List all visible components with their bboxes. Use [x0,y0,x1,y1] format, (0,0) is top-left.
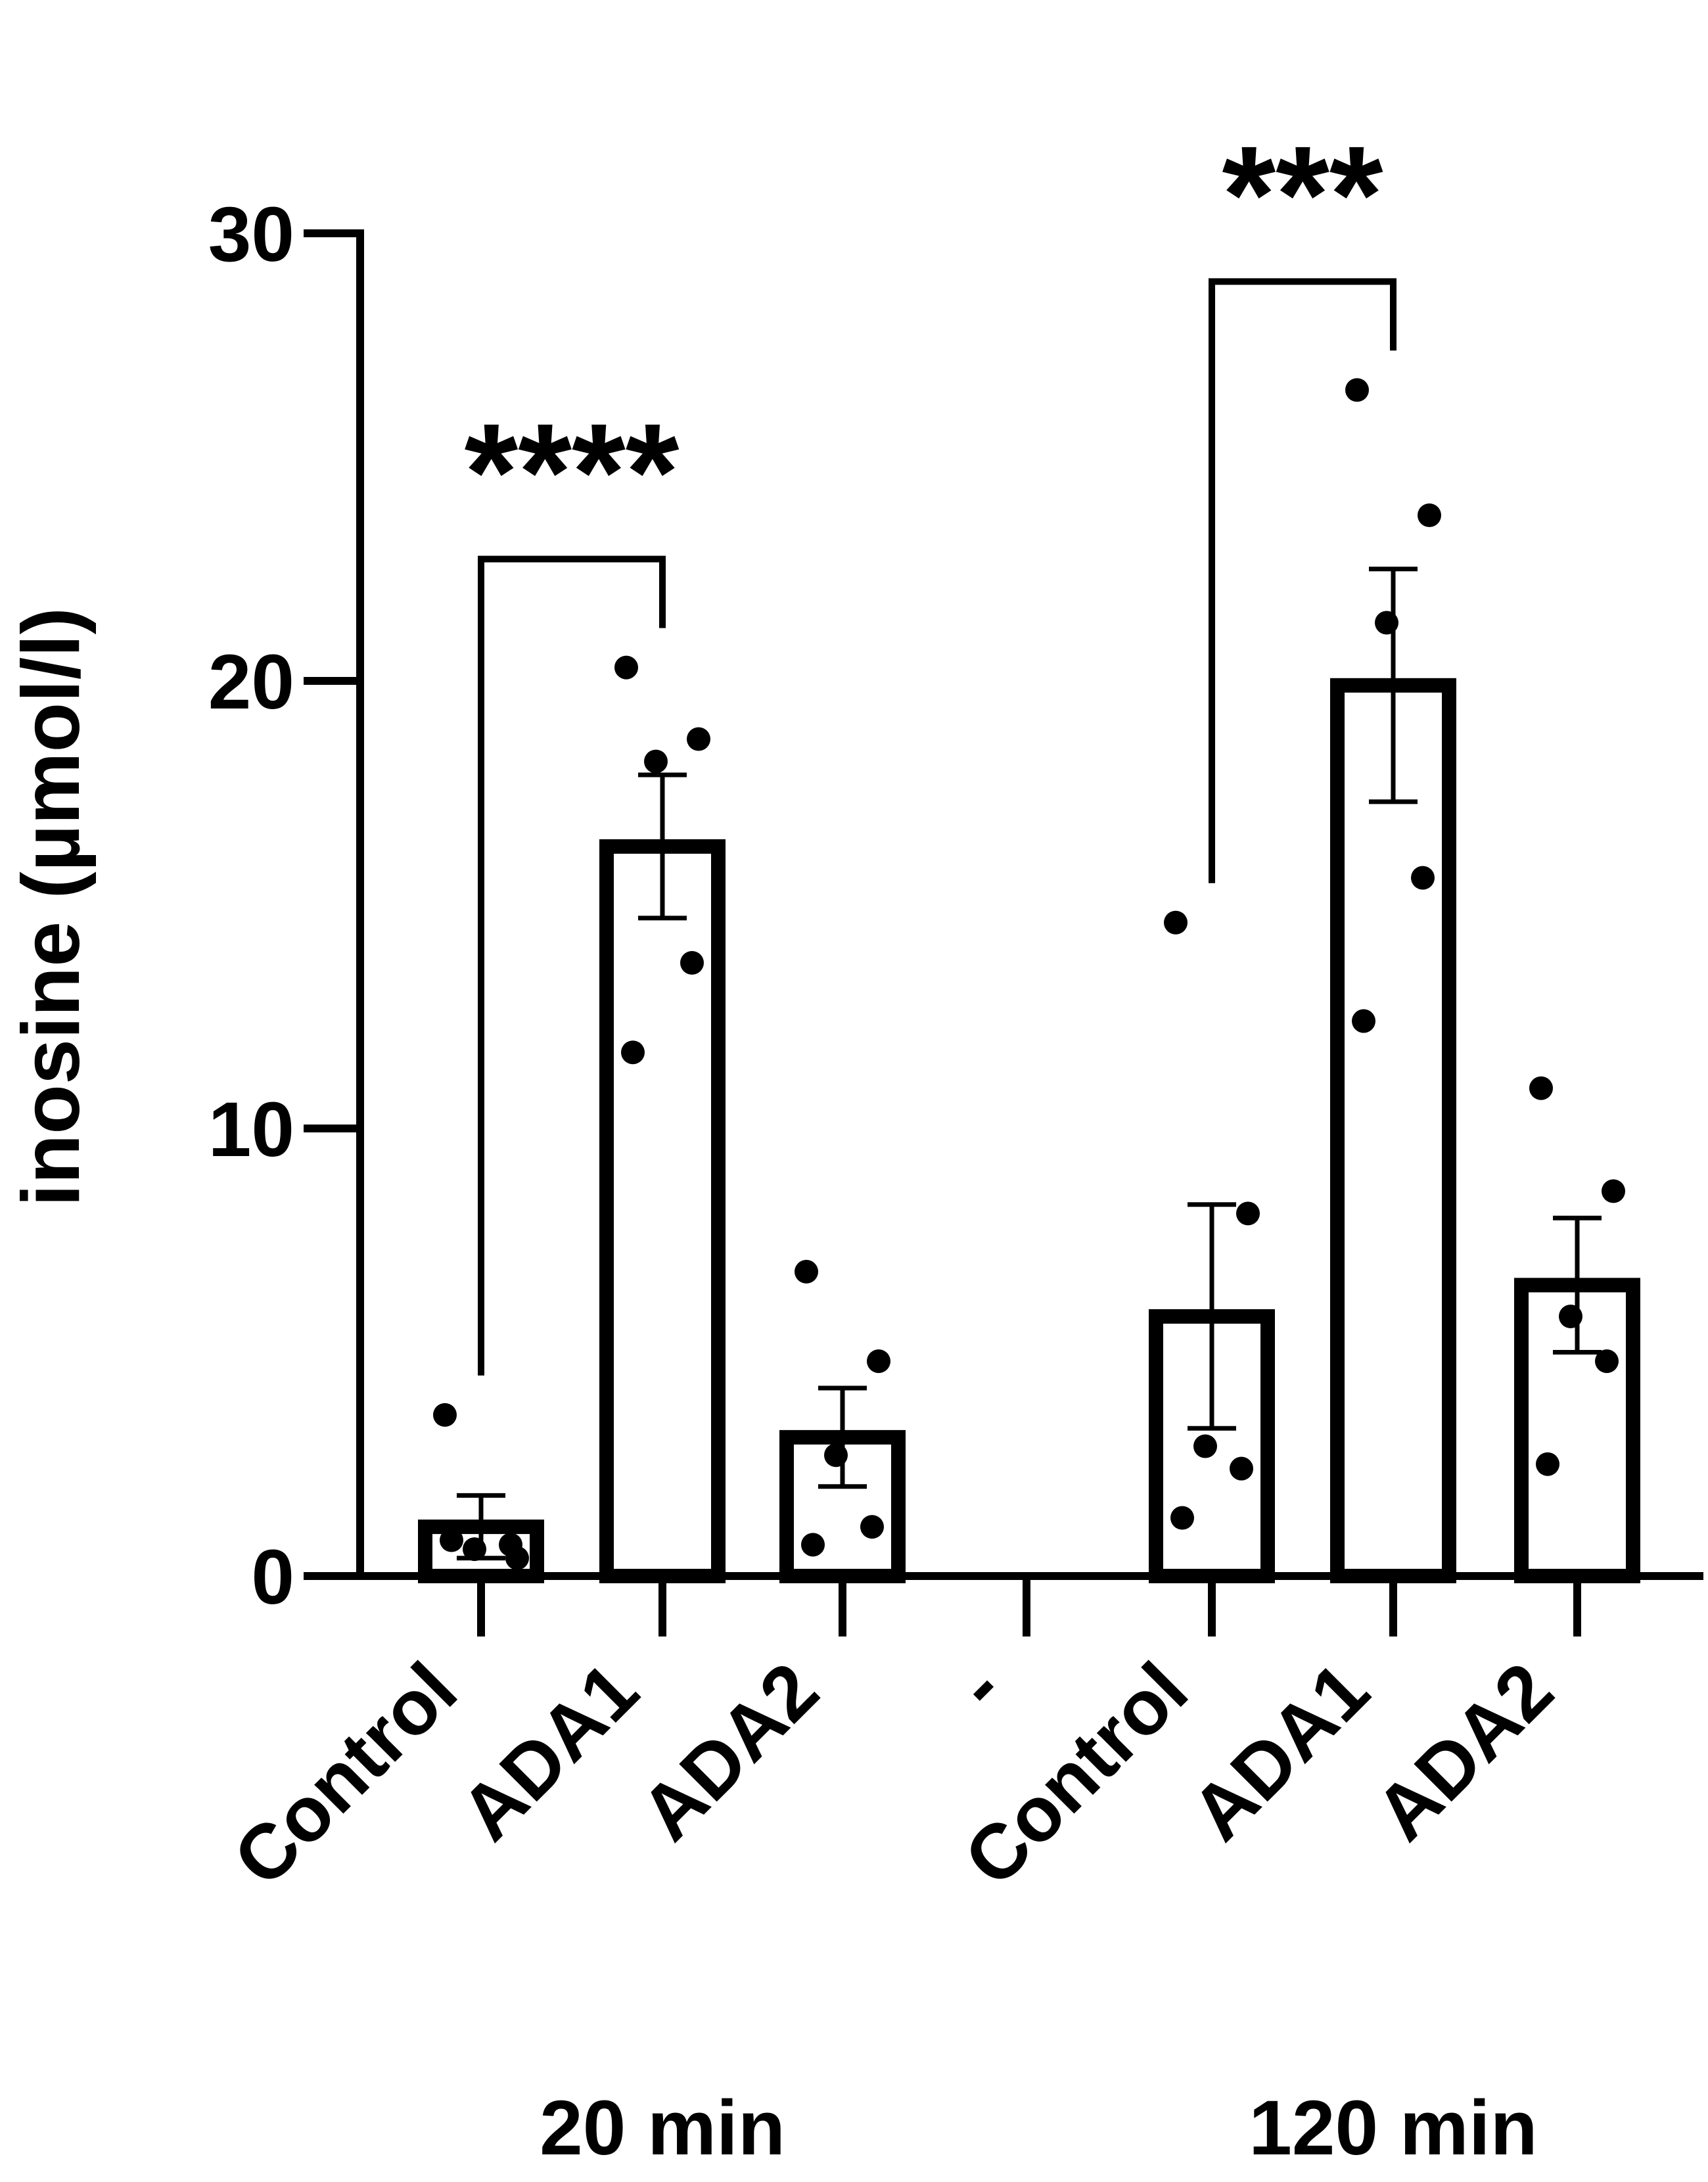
data-point [687,727,710,751]
x-ticks [477,1576,1581,1636]
data-point [499,1533,522,1557]
x-tick-label: Control [217,1646,473,1903]
y-axis-label: inosine (µmol/l) [6,607,97,1207]
axes: 0 10 20 30 [208,191,1703,1636]
significance-label: **** [465,395,680,549]
error-bars [457,567,1602,1561]
data-point [795,1259,818,1284]
significance-bracket [1209,278,1396,883]
x-tick-label: ADA2 [1359,1646,1570,1857]
data-point [860,1515,884,1539]
y-tick-label: 0 [251,1534,294,1621]
data-point [1529,1076,1553,1100]
significance-bracket [478,555,666,1376]
data-point [801,1533,825,1557]
data-point [644,749,668,774]
data-point [1352,1009,1375,1033]
data-point [1164,910,1188,935]
data-point [1536,1452,1559,1476]
group-labels: 20 min 120 min [540,2085,1538,2171]
data-point [621,1040,645,1065]
x-tick-label: ADA1 [444,1646,655,1857]
y-tick-label: 10 [208,1086,294,1173]
data-point [1411,866,1435,890]
data-point [1236,1201,1260,1226]
data-point [463,1537,486,1562]
data-point [1345,378,1369,402]
bar [1330,678,1456,1583]
data-point [1418,503,1441,528]
significance-annotations: ******* [465,117,1396,1376]
y-ticks: 0 10 20 30 [208,191,360,1621]
data-point [433,1403,457,1427]
data-point [1595,1349,1619,1374]
data-point [1602,1179,1625,1203]
data-point [1375,611,1398,635]
bars [418,678,1640,1584]
data-point [867,1349,890,1374]
data-point [1559,1305,1582,1329]
data-point [680,951,704,975]
x-tick-label: ADA2 [624,1646,835,1857]
data-point [614,655,638,680]
data-point [1170,1506,1194,1530]
x-tick-label: ADA1 [1175,1646,1386,1857]
data-point [1193,1434,1217,1458]
y-tick-label: 30 [208,191,294,278]
data-point [1230,1456,1253,1481]
significance-label: *** [1222,117,1383,271]
y-tick-label: 20 [208,639,294,726]
data-point [440,1528,463,1552]
group-label: 20 min [540,2085,785,2171]
data-points [433,378,1625,1570]
data-point [824,1443,848,1468]
group-label: 120 min [1249,2085,1537,2171]
x-tick-label: - [939,1646,1019,1726]
